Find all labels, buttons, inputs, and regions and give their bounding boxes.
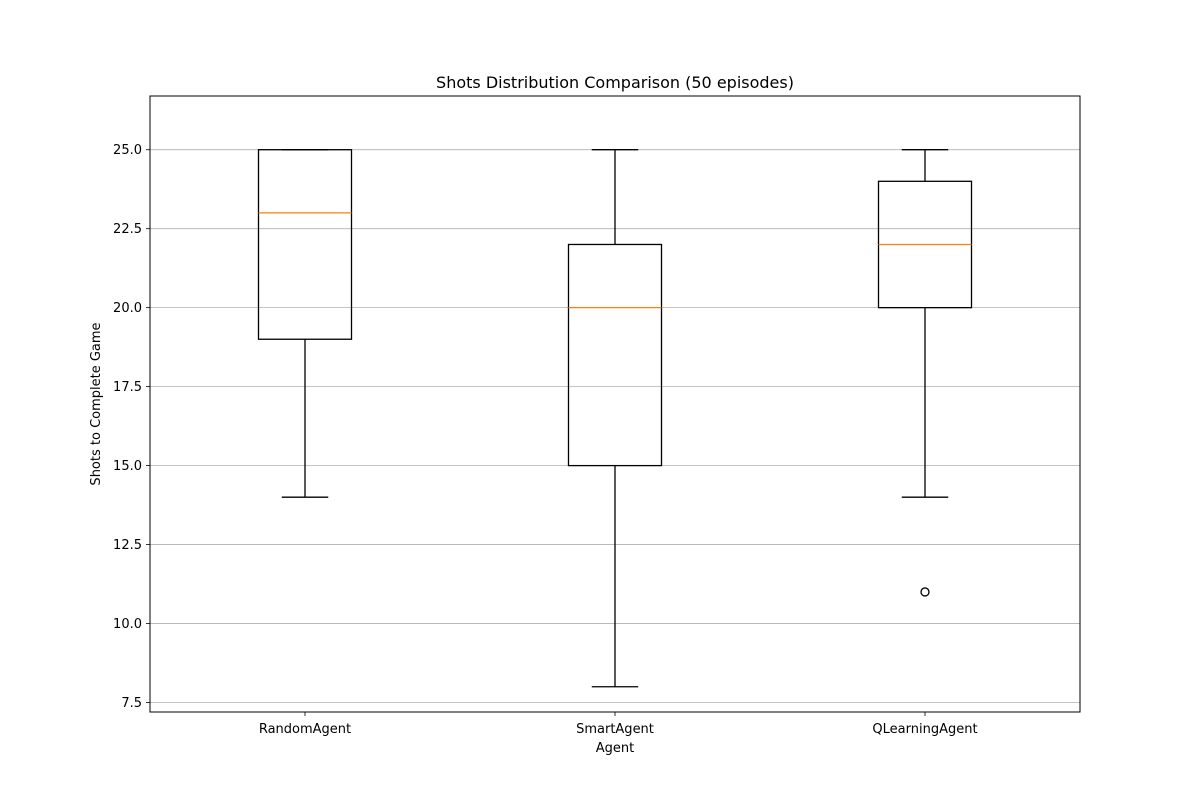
axis-ticks: 7.5 10.0 12.5 15.0 17.5 20.0 22.5 25.0 RandomAge… [113, 143, 978, 737]
iqr-box [567, 243, 663, 467]
y-tick-label: 17.5 [113, 380, 142, 395]
iqr-box [257, 149, 353, 340]
x-tick-label: SmartAgent [576, 722, 654, 737]
chart-title: Shots Distribution Comparison (50 episod… [436, 73, 794, 92]
x-tick-label: RandomAgent [259, 722, 351, 737]
y-tick-label: 15.0 [113, 459, 142, 474]
y-tick-label: 12.5 [113, 538, 142, 553]
boxplots [257, 149, 973, 688]
boxplot-smartagent [567, 149, 663, 688]
boxplot-qlearningagent [877, 149, 973, 597]
x-axis-label: Agent [596, 741, 634, 756]
x-tick-label: QLearningAgent [872, 722, 977, 737]
y-tick-label: 22.5 [113, 222, 142, 237]
y-axis-label: Shots to Complete Game [89, 322, 104, 485]
boxplot-randomagent [257, 149, 353, 498]
y-tick-label: 20.0 [113, 301, 142, 316]
y-tick-label: 25.0 [113, 143, 142, 158]
outlier-point [920, 587, 930, 597]
y-tick-label: 7.5 [121, 696, 142, 711]
y-tick-label: 10.0 [113, 617, 142, 632]
